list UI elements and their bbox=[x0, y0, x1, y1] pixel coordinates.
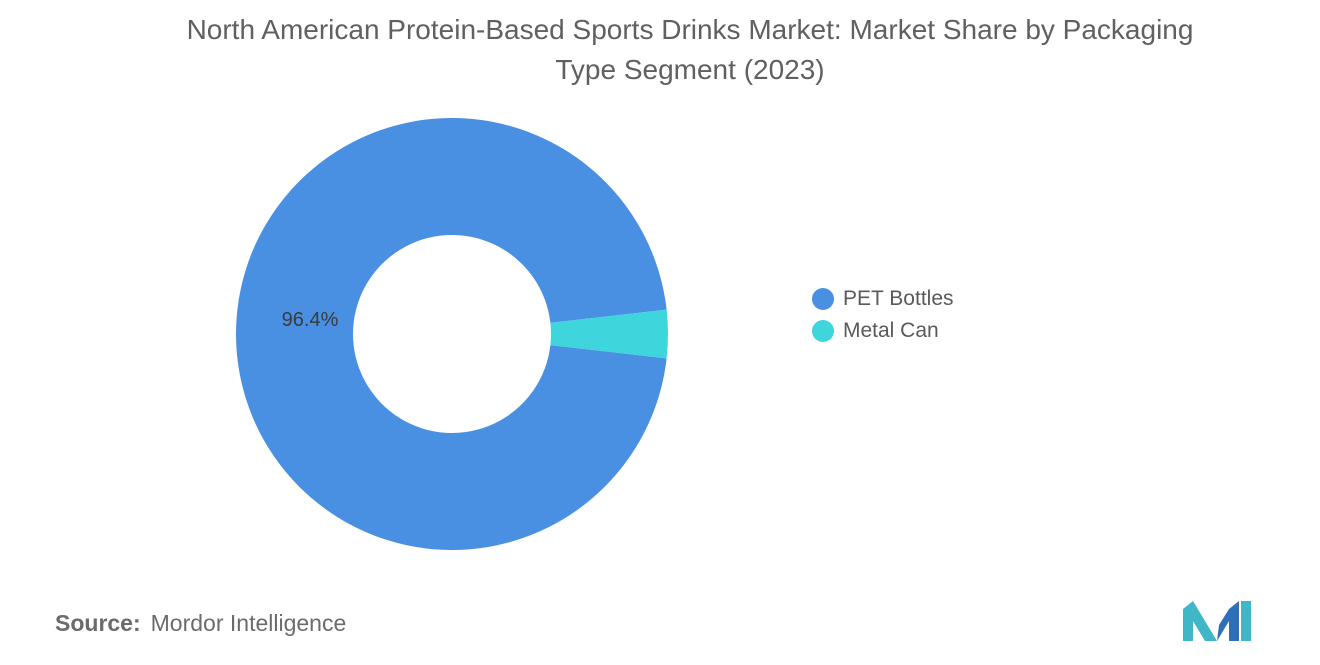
chart-title: North American Protein-Based Sports Drin… bbox=[186, 14, 1194, 85]
legend-label-pet-bottles: PET Bottles bbox=[843, 287, 954, 310]
legend-swatch-metal-can bbox=[812, 320, 834, 342]
donut-slice-pet-bottles bbox=[236, 118, 667, 551]
slice-label-pet-bottles: 96.4% bbox=[282, 309, 339, 331]
chart-legend: PET Bottles Metal Can bbox=[812, 283, 954, 347]
source-note: Source: Mordor Intelligence bbox=[55, 610, 346, 637]
source-value: Mordor Intelligence bbox=[150, 610, 347, 636]
donut-slice-metal-can bbox=[550, 309, 668, 359]
mordor-intelligence-logo-icon bbox=[1183, 601, 1251, 641]
source-label: Source: bbox=[55, 610, 141, 636]
legend-item-metal-can: Metal Can bbox=[812, 315, 954, 347]
legend-swatch-pet-bottles bbox=[812, 288, 834, 310]
legend-item-pet-bottles: PET Bottles bbox=[812, 283, 954, 315]
legend-label-metal-can: Metal Can bbox=[843, 319, 939, 342]
donut-slices bbox=[236, 118, 668, 551]
